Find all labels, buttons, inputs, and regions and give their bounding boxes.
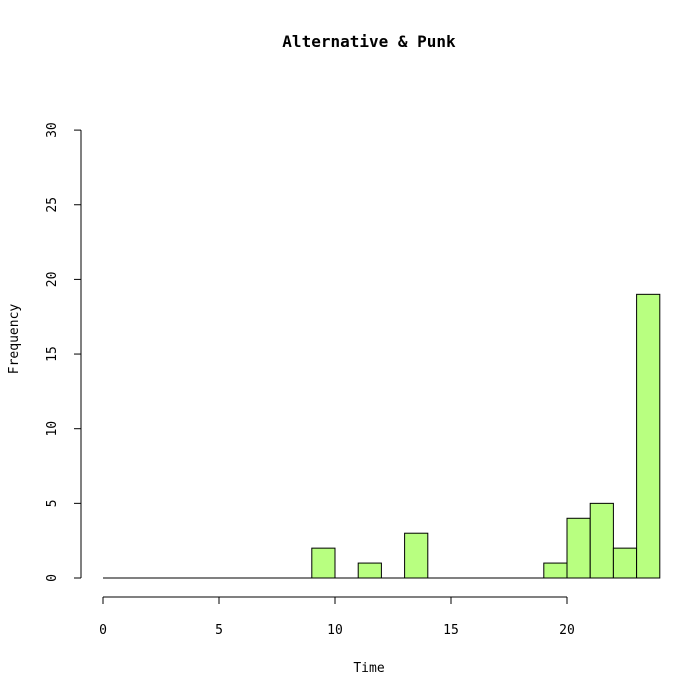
- x-tick-label: 15: [443, 623, 459, 638]
- y-tick-label: 15: [45, 346, 60, 362]
- y-axis-label: Frequency: [7, 304, 22, 375]
- histogram-bar: [404, 532, 429, 579]
- x-axis-label: Time: [353, 661, 384, 676]
- histogram-bar: [543, 562, 568, 579]
- y-tick-label: 25: [45, 197, 60, 213]
- histogram-bar: [612, 547, 638, 579]
- bars-group: [103, 293, 661, 579]
- y-tick-label: 20: [45, 272, 60, 288]
- y-axis: 0 5 10 15 20 25 30: [45, 122, 82, 582]
- y-tick-label: 10: [45, 421, 60, 437]
- histogram-bar: [311, 547, 336, 579]
- y-tick-label: 0: [45, 574, 60, 582]
- x-tick-label: 10: [327, 623, 343, 638]
- histogram-bar: [566, 517, 591, 579]
- histogram-bar: [357, 562, 382, 579]
- histogram-bar: [589, 502, 614, 579]
- x-tick-label: 0: [99, 623, 107, 638]
- y-tick-label: 30: [45, 122, 60, 138]
- chart-title: Alternative & Punk: [282, 32, 456, 51]
- histogram-bar: [636, 293, 661, 579]
- x-axis: 0 5 10 15 20: [99, 596, 575, 638]
- y-tick-label: 5: [45, 499, 60, 507]
- x-tick-label: 20: [559, 623, 575, 638]
- x-tick-label: 5: [215, 623, 223, 638]
